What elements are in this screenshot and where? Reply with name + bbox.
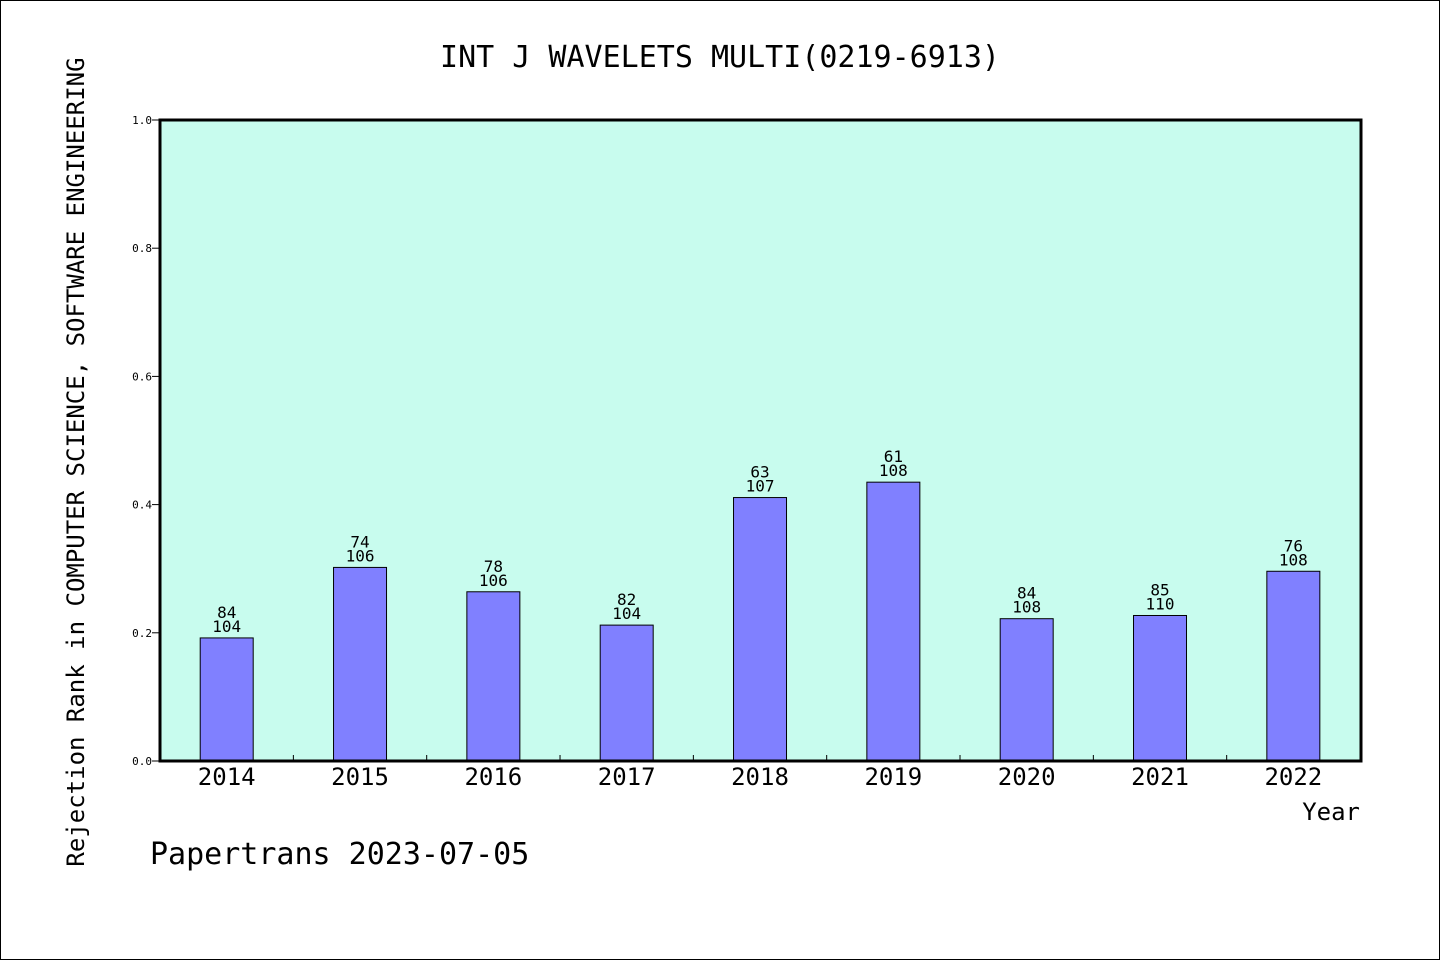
x-tick-label: 2020: [998, 763, 1056, 791]
bar-rank-label: 76: [1284, 536, 1303, 555]
y-axis-ticks: 0.0 0.2 0.4 0.6 0.8 1.0: [132, 114, 160, 768]
bar-total-label: 104: [212, 617, 241, 636]
bar-rank-label: 78: [484, 557, 503, 576]
bar-rank-label: 63: [750, 463, 769, 482]
x-tick-label: 2019: [864, 763, 922, 791]
bar-value-labels: 8410474106781068210463107611088410885110…: [212, 447, 1308, 636]
y-tick-label: 0.6: [132, 370, 152, 383]
bar-2022: [1266, 570, 1321, 762]
bar-total-label: 110: [1146, 594, 1175, 613]
x-tick-label: 2022: [1264, 763, 1322, 791]
bar-2016: [466, 591, 521, 762]
y-tick-label: 0.0: [132, 755, 152, 768]
bar-2020: [999, 618, 1054, 762]
bar-2014: [199, 637, 254, 762]
x-tick-label: 2014: [198, 763, 256, 791]
bar-2015: [333, 566, 388, 762]
bar-2021: [1133, 614, 1188, 762]
bar-rank-label: 84: [217, 603, 236, 622]
y-tick-label: 0.8: [132, 242, 152, 255]
x-tick-label: 2015: [331, 763, 389, 791]
bar-2017: [599, 624, 654, 762]
chart-title: INT J WAVELETS MULTI(0219-6913): [440, 40, 1000, 75]
footer-credit: Papertrans 2023-07-05: [150, 837, 529, 872]
bar-rank-label: 84: [1017, 584, 1036, 603]
bar-total-label: 108: [879, 461, 908, 480]
y-tick-label: 0.4: [132, 499, 152, 512]
plot-border: [158, 118, 1363, 763]
bar-total-label: 107: [746, 477, 775, 496]
x-tick-label: 2021: [1131, 763, 1189, 791]
x-tick-label: 2016: [464, 763, 522, 791]
bar-total-label: 106: [346, 546, 375, 565]
bar-2018: [733, 497, 788, 762]
bar-total-label: 106: [479, 571, 508, 590]
bar-rank-label: 82: [617, 590, 636, 609]
bar-rank-label: 85: [1150, 580, 1169, 599]
bar-series: [199, 481, 1321, 762]
y-tick-label: 0.2: [132, 627, 152, 640]
bar-total-label: 108: [1012, 598, 1041, 617]
x-axis-tick-labels: 2014 2015 2016 2017 2018 2019 2020 2021 2022: [198, 763, 1322, 791]
y-tick-label: 1.0: [132, 114, 152, 127]
bar-rank-label: 74: [350, 532, 369, 551]
x-tick-label: 2017: [598, 763, 656, 791]
bar-total-label: 104: [612, 604, 641, 623]
bar-2019: [866, 481, 921, 762]
x-axis-label: Year: [1302, 798, 1360, 826]
bar-total-label: 108: [1279, 550, 1308, 569]
x-tick-label: 2018: [731, 763, 789, 791]
bar-rank-label: 61: [884, 447, 903, 466]
y-axis-label: Rejection Rank in COMPUTER SCIENCE, SOFT…: [62, 57, 90, 866]
